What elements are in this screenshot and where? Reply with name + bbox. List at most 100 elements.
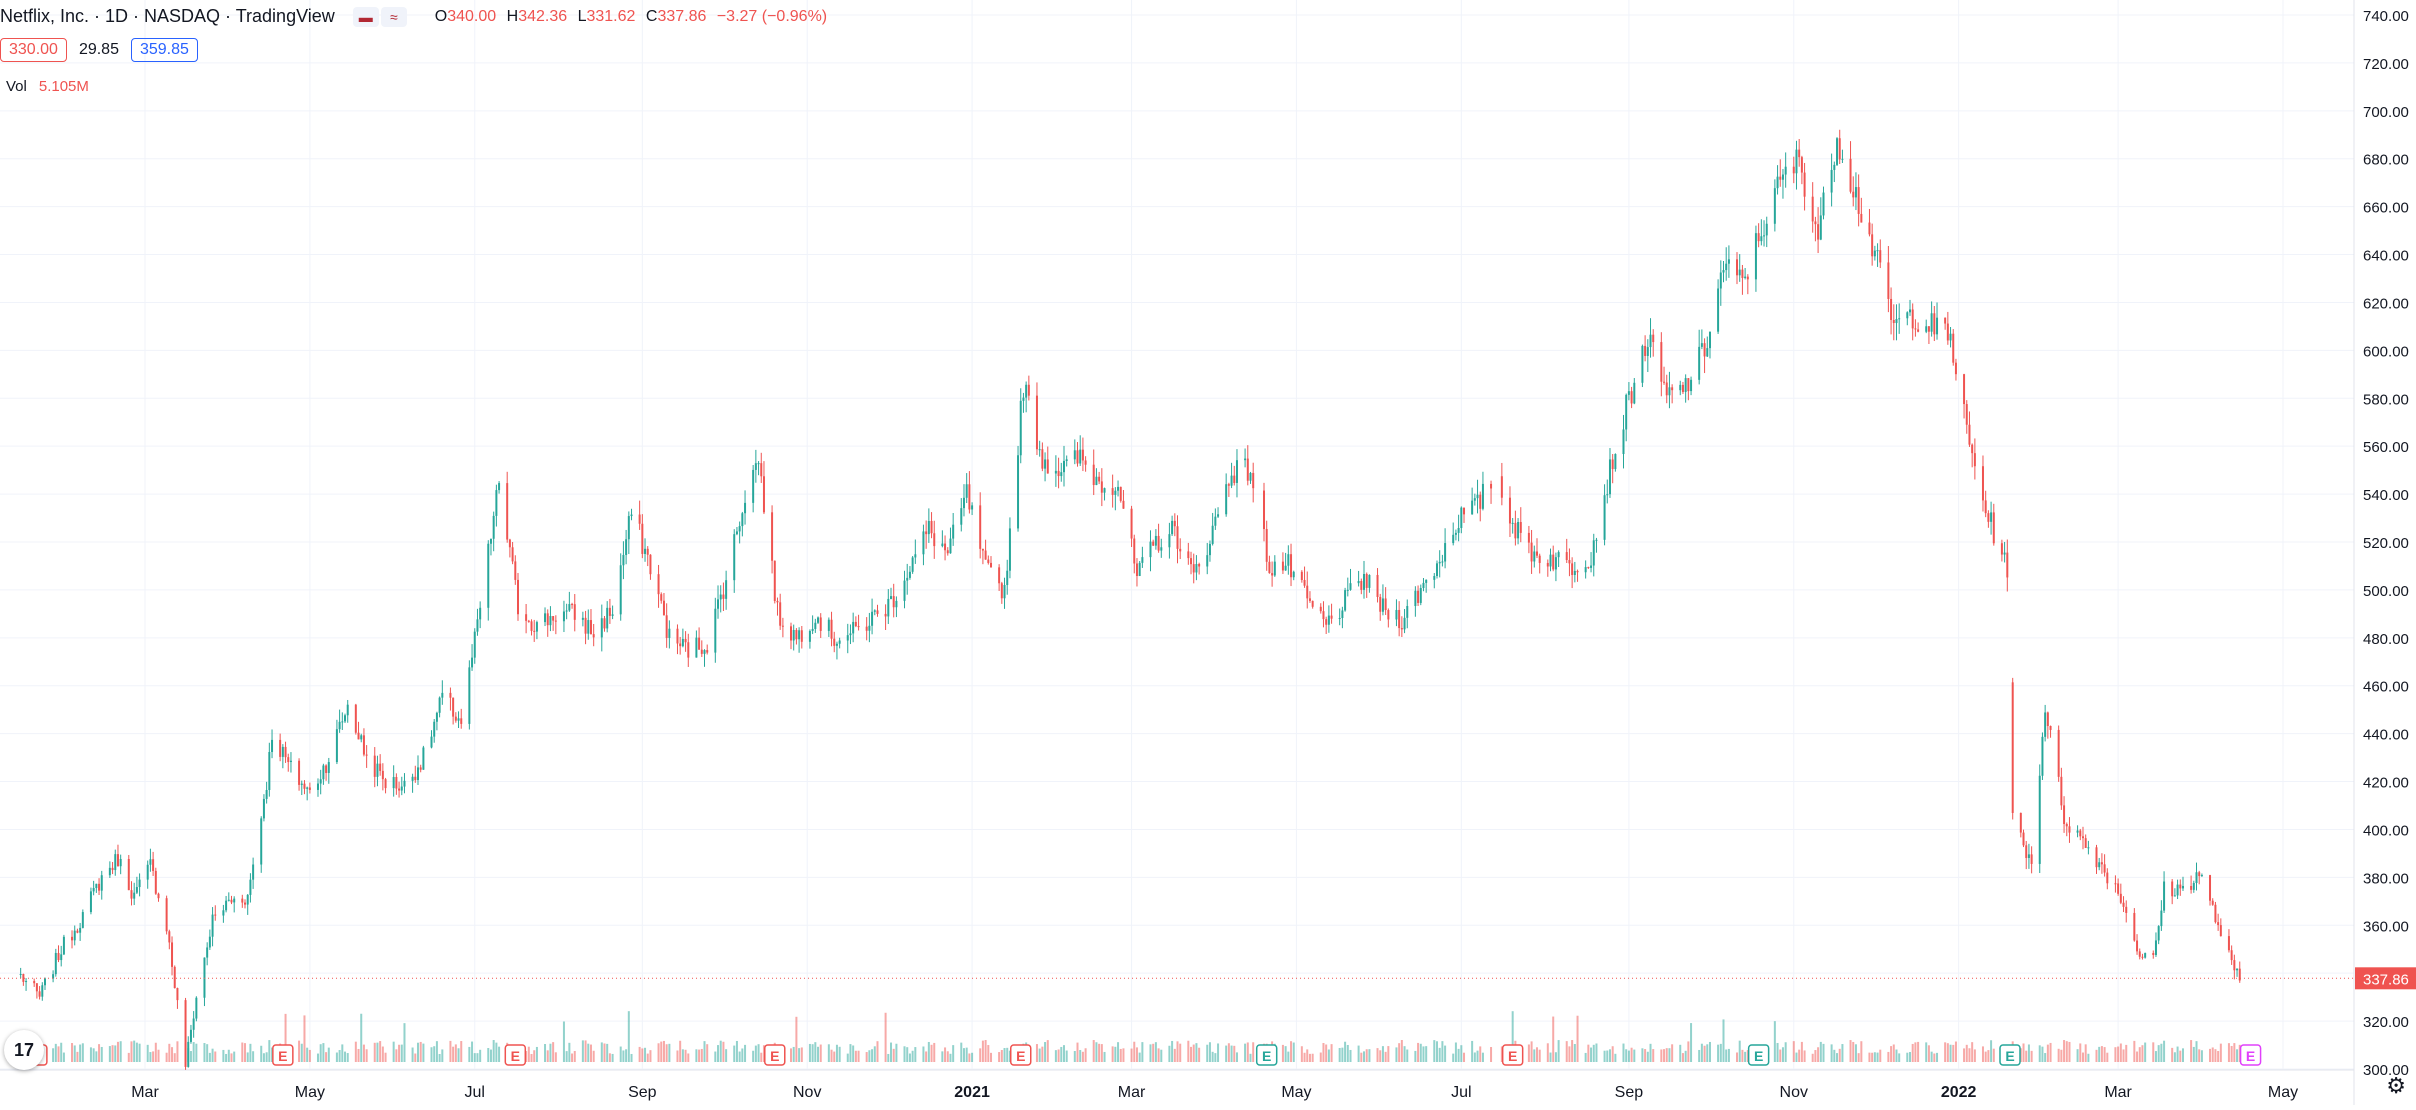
candle-body xyxy=(1273,561,1276,576)
volume-bar xyxy=(1176,1041,1179,1062)
volume-bar xyxy=(260,1045,263,1062)
volume-bar xyxy=(303,1015,306,1062)
volume-bar xyxy=(1741,1049,1744,1062)
volume-bar xyxy=(2030,1050,2033,1062)
volume-bar xyxy=(1287,1051,1290,1062)
candle-body xyxy=(1244,458,1247,461)
symbol-title[interactable]: Netflix, Inc. · 1D · NASDAQ · TradingVie… xyxy=(0,6,335,26)
ma-low-value[interactable]: 330.00 xyxy=(0,38,67,62)
earnings-marker xyxy=(764,1044,786,1066)
candle-body xyxy=(1611,459,1614,470)
volume-bar xyxy=(719,1040,722,1062)
volume-bar xyxy=(76,1051,79,1062)
volume-bar xyxy=(1576,1015,1579,1062)
compare-icon[interactable]: ≈ xyxy=(380,6,407,27)
candle-body xyxy=(111,867,114,871)
candle-body xyxy=(325,765,328,773)
candle-body xyxy=(422,747,425,770)
volume-bar xyxy=(460,1041,463,1062)
candle-body xyxy=(354,704,357,733)
candle-body xyxy=(1627,391,1630,395)
candle-body xyxy=(1130,508,1133,539)
candle-body xyxy=(19,974,22,976)
candle-body xyxy=(381,770,384,780)
volume-bar xyxy=(57,1046,60,1062)
volume-bar xyxy=(835,1044,838,1062)
candle-body xyxy=(895,600,898,608)
volume-bar xyxy=(1641,1048,1644,1062)
candle-body xyxy=(1300,571,1303,581)
candle-body xyxy=(1179,548,1182,552)
volume-bar xyxy=(1914,1042,1917,1062)
volume-bar xyxy=(927,1041,930,1062)
x-tick-label: May xyxy=(1281,1084,1311,1101)
volume-bar xyxy=(1195,1043,1198,1062)
candle-body xyxy=(2122,902,2125,907)
volume-bar xyxy=(2049,1042,2052,1062)
earnings-marker xyxy=(272,1044,294,1066)
volume-bar xyxy=(1000,1050,1003,1062)
volume-bar xyxy=(2060,1049,2063,1062)
candle-body xyxy=(495,490,498,516)
candle-body xyxy=(608,607,611,616)
ma-mid-value: 29.85 xyxy=(78,41,119,58)
volume-bar xyxy=(187,1048,190,1062)
volume-bar xyxy=(1168,1045,1171,1062)
volume-bar xyxy=(384,1052,387,1062)
volume-bar xyxy=(2063,1040,2066,1062)
candle-body xyxy=(892,596,895,608)
candle-body xyxy=(1454,532,1457,535)
volume-bar xyxy=(152,1051,155,1062)
gear-icon[interactable]: ⚙ xyxy=(2386,1073,2406,1098)
volume-bar xyxy=(587,1043,590,1062)
volume-bar xyxy=(1949,1044,1952,1062)
candle-body xyxy=(911,557,914,572)
volume-bar xyxy=(79,1044,82,1062)
volume-bar xyxy=(1700,1043,1703,1062)
collapse-legend-icon[interactable]: ▬ xyxy=(352,6,379,27)
volume-bar xyxy=(1892,1044,1895,1062)
candle-body xyxy=(1652,334,1655,343)
candle-body xyxy=(265,790,268,799)
volume-bar xyxy=(244,1043,247,1062)
earnings-marker-label: E xyxy=(2246,1048,2255,1064)
candle-body xyxy=(1646,347,1649,356)
candle-body xyxy=(741,513,744,527)
candle-body xyxy=(1284,565,1287,571)
candle-body xyxy=(2181,885,2184,889)
candle-body xyxy=(1987,513,1990,522)
candle-body xyxy=(1584,567,1587,573)
ma-high-value[interactable]: 359.85 xyxy=(130,38,198,62)
candle-body xyxy=(1519,522,1522,533)
y-tick-label: 540.00 xyxy=(2363,487,2409,504)
volume-bar xyxy=(195,1043,198,1062)
candle-body xyxy=(1471,500,1474,515)
candle-body xyxy=(2214,904,2217,923)
candle-body xyxy=(208,936,211,948)
volume-bar xyxy=(1738,1040,1741,1062)
tradingview-logo-icon[interactable]: 17 xyxy=(4,1030,44,1070)
candle-body xyxy=(1795,149,1798,174)
volume-bar xyxy=(335,1052,338,1062)
candle-body xyxy=(1535,551,1538,556)
candle-body xyxy=(460,718,463,724)
candle-body xyxy=(76,930,79,933)
volume-bar xyxy=(338,1050,341,1062)
y-tick-label: 600.00 xyxy=(2363,343,2409,360)
candle-body xyxy=(2063,805,2066,825)
candle-body xyxy=(2000,543,2003,555)
volume-bar xyxy=(627,1011,630,1062)
candle-body xyxy=(1292,571,1295,578)
volume-bar xyxy=(890,1042,893,1062)
candle-body xyxy=(854,621,857,627)
candle-body xyxy=(1719,272,1722,289)
volume-bar xyxy=(1557,1040,1560,1062)
volume-bar xyxy=(1527,1044,1530,1062)
candle-body xyxy=(1457,528,1460,533)
earnings-marker-label: E xyxy=(2005,1048,2014,1064)
candle-body xyxy=(2044,712,2047,737)
candle-body xyxy=(1511,522,1514,524)
volume-bar xyxy=(1095,1042,1098,1062)
